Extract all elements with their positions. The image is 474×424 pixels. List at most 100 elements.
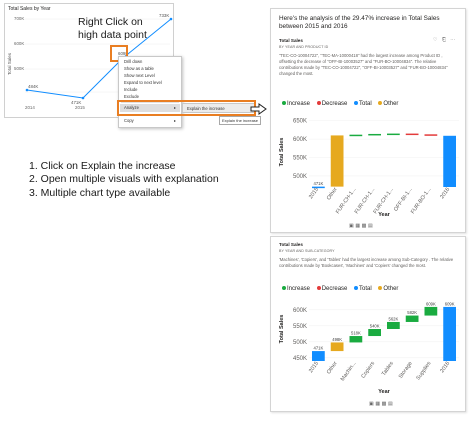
data-label: 540K [370, 324, 380, 329]
menu-item-analyze[interactable]: Analyze ▸ [124, 105, 176, 110]
visual-title: Total Sales [279, 38, 303, 43]
x-tick-label: FUR-BO-1... [410, 186, 433, 215]
visual-title: Total Sales by Year [8, 6, 51, 12]
x-tick: 2015 [75, 105, 85, 110]
x-tick-label: Other [326, 187, 339, 202]
point-label: 733K [159, 13, 169, 18]
y-tick-label: 550K [293, 324, 307, 330]
waterfall-bar [312, 351, 325, 361]
waterfall-bar [424, 306, 438, 316]
waterfall-bar [405, 315, 419, 322]
y-tick-label: 450K [293, 356, 307, 362]
x-tick-label: Copiers [360, 361, 376, 380]
visual-title: Total Sales [279, 242, 303, 247]
x-tick-label: 2016 [439, 361, 451, 374]
y-tick-label: 600K [293, 137, 307, 143]
y-axis-title: Total Sales [279, 315, 285, 344]
callout-text: Right Click on high data point [78, 16, 147, 42]
waterfall-bar [312, 186, 325, 189]
waterfall-bar [330, 342, 344, 352]
x-tick-label: 2016 [439, 187, 451, 200]
x-tick-label: Tables [381, 361, 395, 378]
x-tick-label: Storage [398, 361, 414, 380]
data-point [81, 96, 85, 100]
waterfall-bar [387, 321, 400, 329]
chart-legend: Increase Decrease Total Other [279, 101, 400, 107]
instruction-step: 1. Click on Explain the increase [29, 160, 176, 172]
waterfall-bar [349, 336, 363, 343]
menu-item-exclude[interactable]: Exclude [124, 94, 139, 99]
data-label: 582K [407, 310, 417, 315]
menu-separator [121, 102, 179, 103]
y-tick: 500K [14, 66, 24, 71]
legend-total: Total [359, 101, 372, 107]
x-tick-label: Other [326, 361, 339, 376]
instruction-list: 1. Click on Explain the increase 2. Open… [29, 160, 219, 200]
legend-other: Other [383, 101, 399, 107]
explain-panel-sub-category: Total Sales BY YEAR AND SUB-CATEGORY 'Ma… [270, 236, 466, 412]
menu-item-drill-down[interactable]: Drill down [124, 59, 143, 64]
x-tick-label: FUR-CH-1... [373, 186, 396, 215]
chart-legend: Increase Decrease Total Other [279, 286, 400, 292]
menu-item-analyze-label: Analyze [124, 105, 139, 110]
y-tick-label: 500K [293, 340, 307, 346]
explain-panel-product-id: Here's the analysis of the 29.47% increa… [270, 8, 466, 233]
x-tick-label: OFF-BI-1... [393, 186, 414, 212]
chart-type-switcher[interactable]: ▣▦▩▤ [349, 223, 375, 229]
waterfall-bar [443, 135, 456, 187]
legend-other: Other [383, 286, 399, 292]
context-menu: Drill down Show as a table Show next Lev… [118, 56, 182, 128]
arrow-right-icon [250, 103, 267, 115]
waterfall-bar [424, 134, 438, 136]
visual-subtitle: BY YEAR AND PRODUCT ID [279, 45, 329, 49]
waterfall-bar [387, 133, 400, 136]
x-tick-label: 2015 [308, 361, 320, 374]
menu-item-show-as-table[interactable]: Show as a table [124, 66, 154, 71]
chart-type-switcher[interactable]: ▣▦▩▤ [369, 401, 395, 407]
y-axis-title: Total Sales [279, 138, 285, 167]
callout-line: Right Click on [78, 16, 143, 28]
chevron-right-icon: ▸ [174, 118, 177, 123]
y-axis-title: Total Sales [7, 52, 12, 75]
explain-tooltip: Explain the increase [219, 116, 262, 125]
legend-decrease: Decrease [321, 101, 348, 107]
legend-increase: Increase [287, 286, 311, 292]
x-tick-label: 2015 [308, 187, 320, 200]
x-tick-label: Machin... [340, 360, 358, 382]
y-tick-label: 650K [293, 119, 307, 125]
waterfall-bar [368, 329, 381, 337]
waterfall-bar [443, 306, 456, 361]
sales-line [26, 18, 172, 99]
data-label: 609K [445, 301, 455, 306]
waterfall-bar [349, 134, 363, 137]
instruction-step: 3. Multiple chart type available [29, 186, 171, 199]
legend-increase: Increase [287, 101, 311, 107]
data-label: 498K [332, 337, 342, 342]
x-axis-title: Year [378, 389, 390, 395]
legend-total: Total [359, 286, 372, 292]
visual-toolbar[interactable]: ♡ ⎗ ⋯ [433, 37, 457, 43]
data-point [25, 88, 29, 92]
waterfall-bar [368, 133, 381, 136]
waterfall-bar [330, 135, 344, 187]
y-tick: 700K [14, 16, 24, 21]
menu-item-expand-next-level[interactable]: Expand to next level [124, 80, 162, 85]
x-axis-title: Year [378, 212, 390, 218]
y-tick-label: 550K [293, 156, 307, 162]
data-point [169, 17, 173, 21]
menu-item-copy[interactable]: Copy ▸ [124, 118, 176, 123]
waterfall-bar [405, 133, 419, 136]
data-label: 471K [313, 346, 323, 351]
x-tick-label: Supplies [415, 361, 432, 382]
y-tick-label: 500K [293, 174, 307, 180]
visual-subtitle: BY YEAR AND SUB-CATEGORY [279, 249, 335, 253]
analysis-description: 'Machines', 'Copiers', and 'Tables' had … [279, 257, 454, 268]
menu-item-show-next-level[interactable]: Show next Level [124, 73, 155, 78]
callout-line: high data point [78, 29, 147, 41]
point-label: 484K [28, 84, 38, 89]
chevron-right-icon: ▸ [174, 105, 177, 110]
menu-item-include[interactable]: Include [124, 87, 138, 92]
point-label: 609K [118, 51, 128, 56]
legend-decrease: Decrease [321, 286, 348, 292]
